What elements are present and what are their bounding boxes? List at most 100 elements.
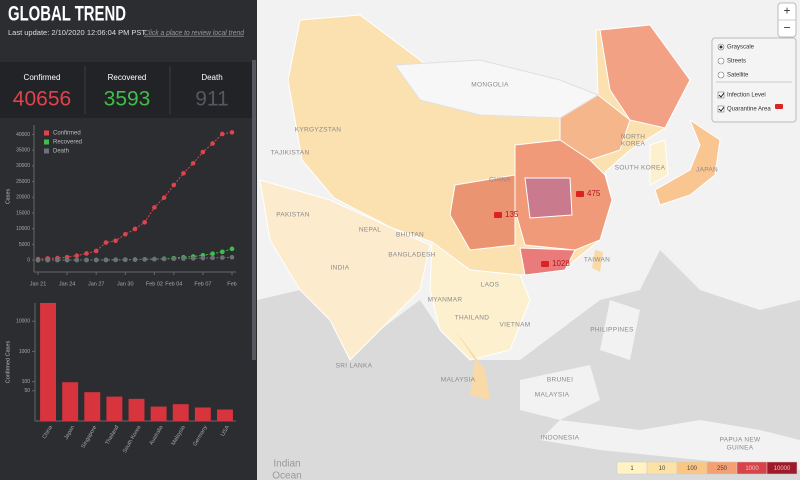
y-tick-label: 5000: [19, 242, 30, 248]
map-label: MALAYSIA: [441, 377, 476, 384]
hubei: [524, 177, 573, 219]
point: [161, 256, 167, 262]
point: [142, 257, 147, 262]
quarantine-icon: [775, 104, 783, 109]
map-label: KYRGYZSTAN: [295, 127, 342, 134]
region: [599, 24, 691, 129]
point: [93, 257, 99, 263]
point: [210, 251, 215, 256]
y-tick-label: 35000: [16, 147, 30, 153]
point: [55, 257, 60, 263]
x-tick-label: Jan 24: [59, 281, 76, 287]
bar: [216, 409, 233, 421]
checkbox[interactable]: [717, 91, 725, 99]
islands: [520, 300, 800, 470]
stat-label: Death: [201, 73, 222, 82]
map-label: Ocean: [272, 471, 301, 480]
x-tick-label: Jan 30: [117, 281, 134, 287]
point: [210, 255, 215, 261]
point: [229, 254, 235, 260]
map-label: LAOS: [481, 282, 500, 289]
point: [113, 238, 118, 244]
map-label: KOREA: [621, 141, 646, 148]
zoom-out[interactable]: −: [783, 21, 790, 35]
bar: [40, 302, 57, 421]
point: [103, 240, 109, 245]
map-label: BRUNEI: [547, 377, 573, 384]
point: [123, 231, 128, 237]
point: [190, 160, 196, 166]
bar: [194, 407, 211, 421]
x-tick-label: Feb 02: [146, 281, 163, 287]
map-label: MYANMAR: [428, 297, 463, 304]
point: [132, 226, 138, 232]
map-label: TAJIKISTAN: [271, 150, 310, 157]
point: [220, 249, 225, 255]
point: [84, 257, 89, 263]
layer-label: Streets: [727, 59, 746, 65]
zoom-in[interactable]: +: [783, 4, 790, 18]
quarantine-icon: [576, 191, 584, 197]
review-link[interactable]: Click a place to review local trend: [144, 30, 245, 37]
mongolia: [394, 59, 600, 119]
radio[interactable]: [717, 71, 725, 79]
point: [171, 256, 177, 262]
map-label: Indian: [273, 459, 300, 470]
legend-swatch: [44, 148, 49, 154]
zoom-control: + −: [777, 2, 797, 38]
point: [171, 182, 177, 188]
radio-dot: [719, 45, 723, 49]
point: [161, 195, 167, 200]
y-tick-label: 25000: [16, 179, 30, 185]
map-label: MONGOLIA: [471, 82, 509, 89]
map-label: GUINEA: [727, 445, 754, 452]
region: [449, 174, 516, 251]
map-label: TAIWAN: [584, 257, 610, 264]
point: [113, 257, 118, 263]
point: [229, 130, 235, 135]
bar: [106, 396, 123, 421]
point: [152, 205, 157, 210]
map-label: INDIA: [331, 265, 350, 272]
map-label: INDONESIA: [541, 435, 580, 442]
map-label: PHILIPPINES: [590, 327, 634, 334]
x-tick-label: Feb: [227, 281, 236, 287]
quarantine-markers: 475 135 1028: [494, 189, 601, 268]
x-tick-label: Jan 27: [88, 281, 105, 287]
bar: [150, 406, 167, 421]
stats-bar: [0, 62, 252, 118]
map-label: NEPAL: [359, 227, 381, 234]
map-label: THAILAND: [455, 315, 490, 322]
point: [103, 257, 109, 263]
bar: [62, 382, 79, 421]
legend-label: Recovered: [53, 140, 82, 146]
check: [718, 106, 725, 112]
y-tick-label: 15000: [16, 210, 30, 216]
legend-value: 10: [659, 466, 666, 472]
point: [74, 257, 80, 263]
point: [210, 141, 215, 146]
scrollbar[interactable]: [252, 60, 256, 360]
stat-label: Recovered: [108, 73, 147, 82]
y-tick-label: 10000: [16, 319, 30, 325]
y-tick-label: 0: [27, 257, 30, 263]
trend-chart: Cases 0 5000 10000 15000 20000 25000 30000 35000…: [5, 125, 237, 287]
map-label: VIETNAM: [500, 322, 531, 329]
legend-value: 100: [687, 466, 698, 472]
radio[interactable]: [717, 57, 725, 65]
legend-value: 1: [630, 466, 634, 472]
map-label: NORTH: [621, 134, 646, 141]
layer-label: Grayscale: [727, 45, 755, 51]
legend-value: 10000: [774, 466, 791, 472]
checkbox[interactable]: [717, 105, 725, 113]
x-tick-label: Jan 21: [30, 281, 47, 287]
bar: [128, 398, 145, 421]
quarantine-icon: [494, 212, 502, 218]
x-tick-label: Feb 04: [165, 281, 182, 287]
map-legend: 1 10 100 250 1000 10000: [616, 461, 798, 475]
point: [200, 255, 206, 261]
stat-label: Confirmed: [24, 73, 61, 82]
series-line: [37, 256, 233, 261]
map-label: CHINA: [489, 177, 511, 184]
